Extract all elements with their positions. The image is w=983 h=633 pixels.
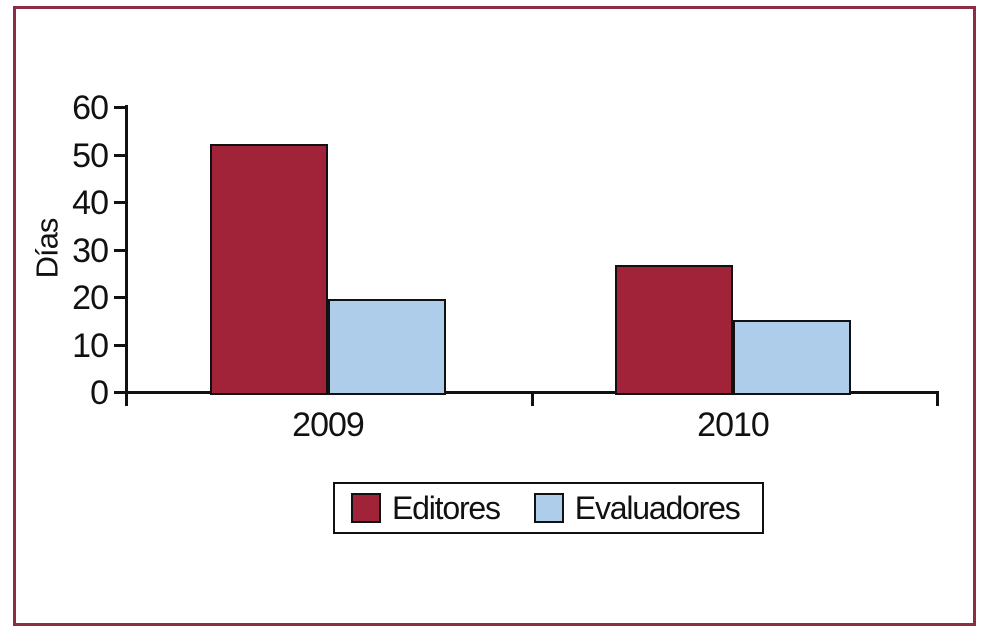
bar-editores-2010 (615, 265, 733, 395)
bar-evaluadores-2009 (328, 299, 446, 395)
legend-label-evaluadores: Evaluadores (574, 490, 741, 526)
editores-color-swatch (351, 493, 381, 523)
legend-label-editores: Editores (392, 490, 501, 526)
y-tick-label: 0 (90, 374, 109, 412)
x-axis-tick (531, 391, 534, 406)
chart-legend: Editores Evaluadores (333, 482, 764, 534)
legend-entry-evaluadores: Evaluadores (533, 490, 741, 526)
y-axis-tick (114, 154, 125, 157)
y-axis-line (125, 105, 128, 406)
y-axis-tick (114, 344, 125, 347)
y-tick-label: 30 (72, 232, 109, 270)
figure-border-frame (13, 6, 976, 626)
y-axis-tick (114, 391, 125, 394)
y-tick-label: 60 (72, 89, 109, 127)
y-tick-label: 40 (72, 184, 109, 222)
y-axis-tick (114, 106, 125, 109)
y-axis-tick (114, 296, 125, 299)
x-axis-tick (936, 391, 939, 406)
evaluadores-color-swatch (533, 493, 564, 523)
x-category-label: 2010 (697, 406, 770, 444)
y-axis-tick (114, 201, 125, 204)
legend-entry-editores: Editores (351, 490, 501, 526)
x-category-label: 2009 (292, 406, 365, 444)
y-axis-tick (114, 249, 125, 252)
bar-editores-2009 (210, 144, 328, 395)
y-tick-label: 20 (72, 279, 109, 317)
y-tick-label: 50 (72, 137, 109, 175)
y-tick-label: 10 (72, 327, 109, 365)
bar-evaluadores-2010 (733, 320, 851, 395)
